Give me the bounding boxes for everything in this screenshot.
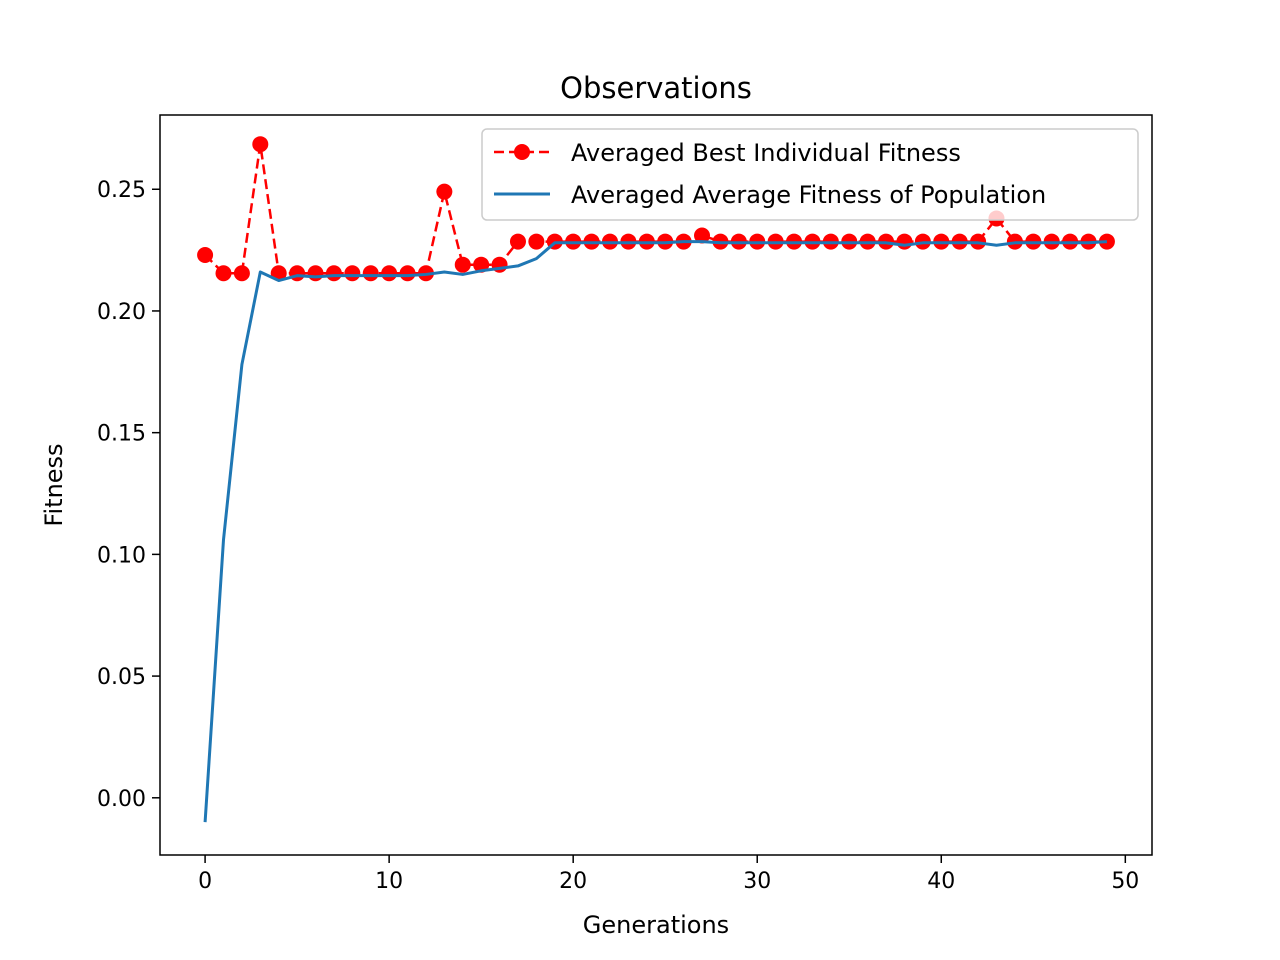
- x-axis-label: Generations: [583, 911, 729, 939]
- y-tick-label: 0.00: [97, 787, 146, 812]
- data-point: [399, 265, 416, 282]
- data-point: [436, 183, 453, 200]
- data-point: [197, 246, 214, 263]
- x-tick-label: 0: [198, 869, 212, 894]
- data-point: [325, 265, 342, 282]
- data-point: [344, 265, 361, 282]
- x-tick-label: 50: [1111, 869, 1139, 894]
- legend-marker-best: [514, 144, 530, 160]
- data-point: [381, 265, 398, 282]
- legend-box: [481, 128, 1139, 221]
- data-point: [896, 233, 913, 250]
- y-tick-label: 0.25: [97, 178, 146, 203]
- data-point: [215, 265, 232, 282]
- series-layer: [197, 136, 1115, 823]
- data-point: [454, 256, 471, 273]
- chart-title: Observations: [560, 71, 752, 105]
- y-tick-label: 0.10: [97, 543, 146, 568]
- data-point: [252, 136, 269, 153]
- series-line-1: [203, 240, 1108, 823]
- y-tick-label: 0.15: [97, 422, 146, 447]
- legend-entry-average: Averaged Average Fitness of Population: [494, 181, 1046, 209]
- legend: Averaged Best Individual Fitness Average…: [481, 128, 1139, 221]
- x-tick-label: 10: [375, 869, 403, 894]
- data-point: [694, 227, 711, 244]
- data-point: [233, 265, 250, 282]
- plot-frame: [159, 114, 1153, 856]
- data-point: [509, 233, 526, 250]
- y-axis-label: Fitness: [40, 443, 68, 526]
- legend-label-average: Averaged Average Fitness of Population: [571, 181, 1046, 209]
- x-axis: 0 10 20 30 40 50: [198, 855, 1139, 894]
- legend-entry-best: Averaged Best Individual Fitness: [494, 139, 961, 167]
- y-tick-label: 0.05: [97, 665, 146, 690]
- y-axis: 0.00 0.05 0.10 0.15 0.20 0.25: [97, 178, 160, 812]
- data-point: [362, 265, 379, 282]
- data-point: [289, 265, 306, 282]
- data-point: [528, 233, 545, 250]
- data-point: [307, 265, 324, 282]
- plot-area: [160, 115, 1152, 855]
- legend-label-best: Averaged Best Individual Fitness: [571, 139, 961, 167]
- x-tick-label: 40: [927, 869, 955, 894]
- x-tick-label: 30: [743, 869, 771, 894]
- data-point: [473, 256, 490, 273]
- y-tick-label: 0.20: [97, 300, 146, 325]
- x-tick-label: 20: [559, 869, 587, 894]
